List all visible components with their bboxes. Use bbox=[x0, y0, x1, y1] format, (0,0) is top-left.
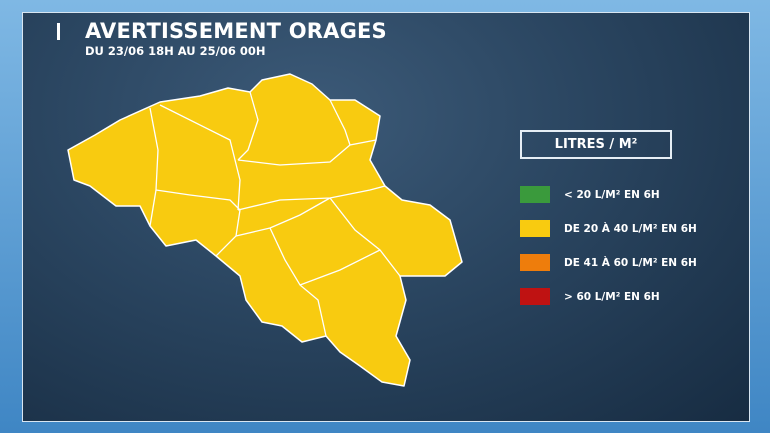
legend-label: DE 41 À 60 L/M² EN 6H bbox=[564, 256, 697, 269]
legend-label: > 60 L/M² EN 6H bbox=[564, 290, 660, 303]
legend-title: LITRES / M² bbox=[520, 130, 672, 159]
legend-item: DE 41 À 60 L/M² EN 6H bbox=[520, 254, 697, 271]
belgium-provinces-shape bbox=[67, 73, 463, 387]
title-accent-bar bbox=[57, 23, 60, 40]
legend-swatch-yellow bbox=[520, 220, 550, 237]
province-borders bbox=[149, 91, 401, 337]
legend-label: DE 20 À 40 L/M² EN 6H bbox=[564, 222, 697, 235]
legend-label: < 20 L/M² EN 6H bbox=[564, 188, 660, 201]
page-subtitle: DU 23/06 18H AU 25/06 00H bbox=[85, 44, 266, 58]
legend-item: > 60 L/M² EN 6H bbox=[520, 288, 660, 305]
legend-item: DE 20 À 40 L/M² EN 6H bbox=[520, 220, 697, 237]
legend-swatch-orange bbox=[520, 254, 550, 271]
page-title: AVERTISSEMENT ORAGES bbox=[85, 19, 387, 43]
legend-swatch-red bbox=[520, 288, 550, 305]
legend-item: < 20 L/M² EN 6H bbox=[520, 186, 660, 203]
legend-swatch-green bbox=[520, 186, 550, 203]
